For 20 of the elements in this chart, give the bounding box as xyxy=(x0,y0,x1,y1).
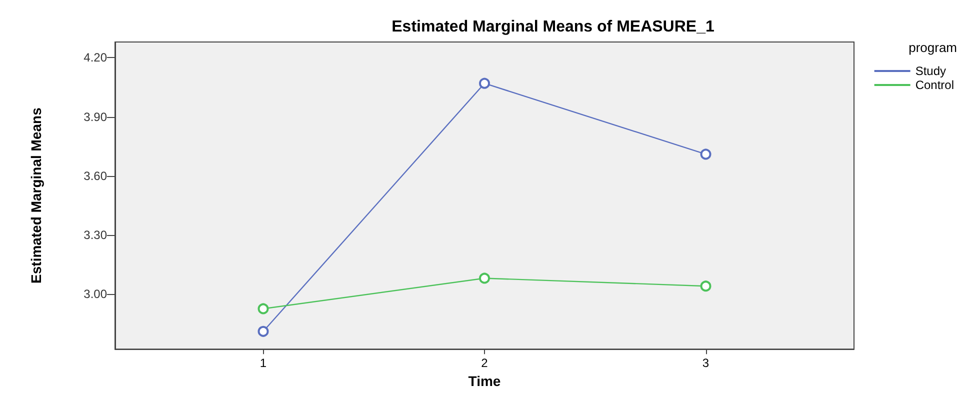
point xyxy=(258,326,269,337)
legend-label: Study xyxy=(915,64,946,78)
point xyxy=(258,303,269,314)
y-axis-title: Estimated Marginal Means xyxy=(28,107,44,284)
x-tick-label: 2 xyxy=(481,356,488,370)
legend-title: program xyxy=(908,40,958,55)
point xyxy=(700,280,712,292)
chart-title: Estimated Marginal Means of MEASURE_1 xyxy=(392,18,714,36)
x-tick-label: 3 xyxy=(702,356,710,370)
legend-label: Control xyxy=(915,78,954,92)
point xyxy=(700,148,712,160)
y-tick-label: 3.30 xyxy=(84,228,108,242)
x-axis-title: Time xyxy=(468,373,501,389)
y-tick-label: 3.60 xyxy=(84,168,108,183)
y-tick-label: 4.20 xyxy=(84,50,108,65)
x-tick-label: 1 xyxy=(260,356,267,370)
point xyxy=(479,78,490,89)
point xyxy=(479,272,490,284)
y-tick-label: 3.90 xyxy=(84,110,108,124)
y-tick-label: 3.00 xyxy=(84,286,108,301)
